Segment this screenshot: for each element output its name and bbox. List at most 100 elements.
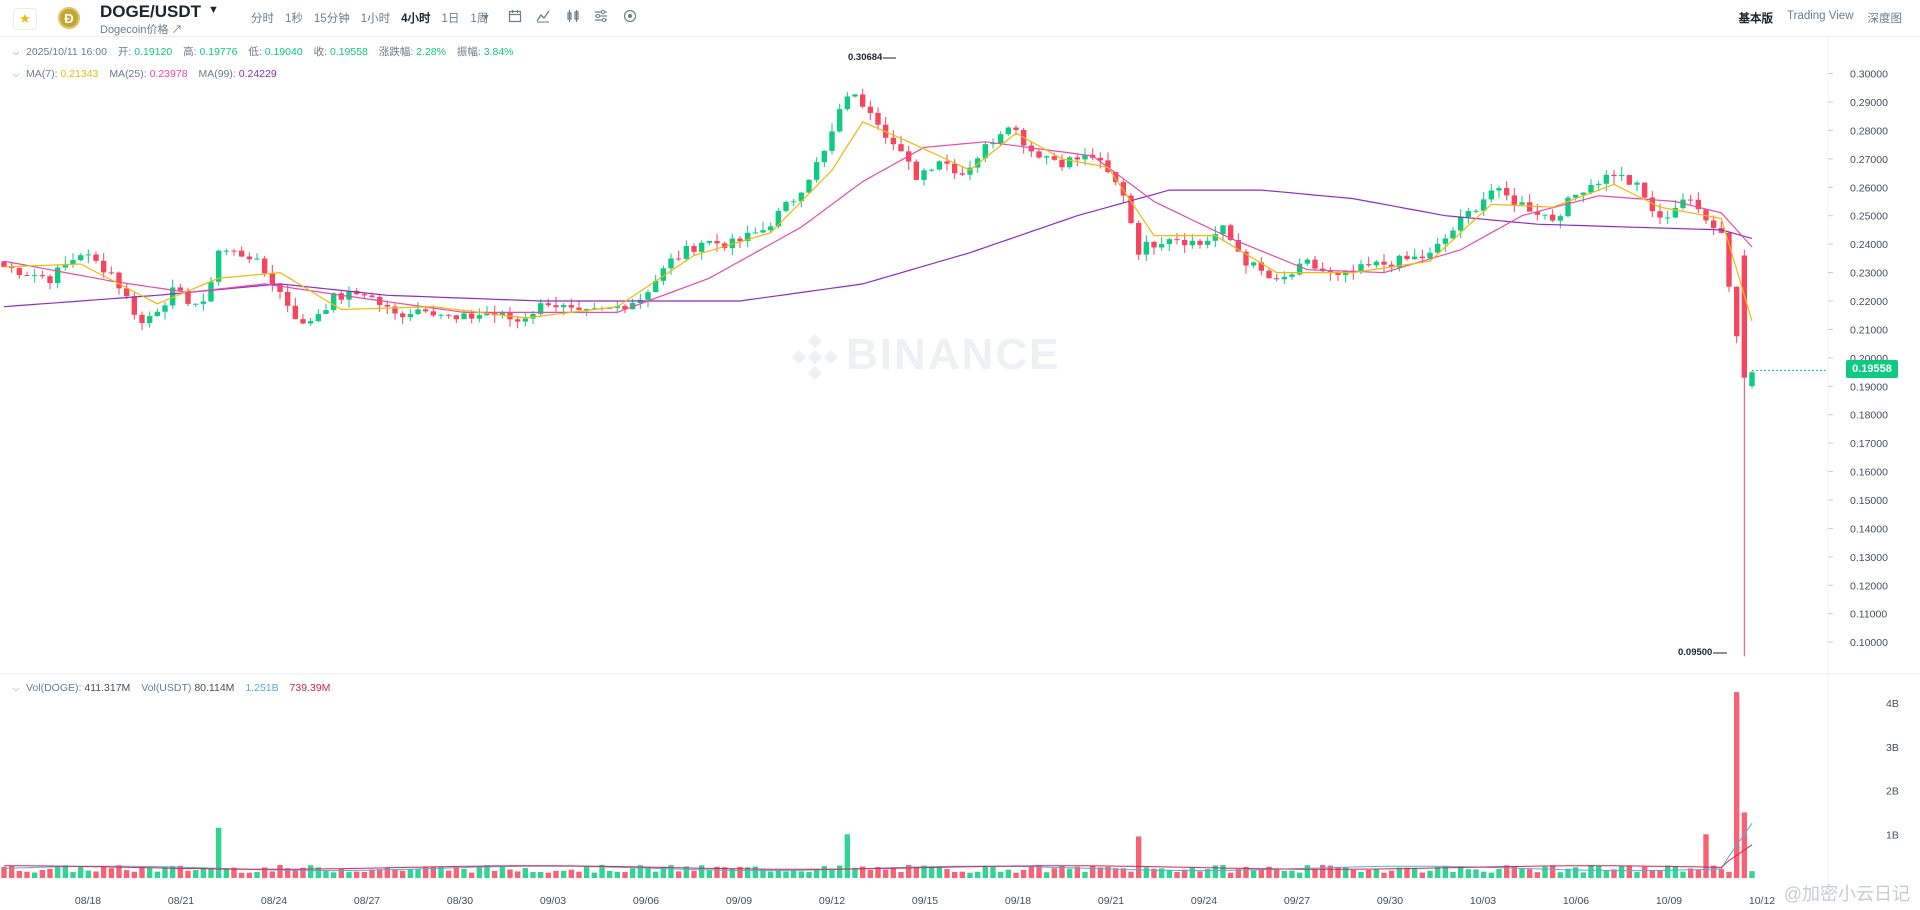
vol-ma1-value: 1.251B bbox=[245, 682, 279, 694]
volume-bar bbox=[1404, 867, 1410, 878]
price-tick-label: 0.22000 bbox=[1850, 296, 1888, 308]
favorite-star-icon[interactable]: ★ bbox=[13, 8, 37, 30]
volume-bar bbox=[399, 870, 406, 878]
interval-tab-active[interactable]: 4小时 bbox=[401, 13, 431, 25]
volume-bar bbox=[1557, 872, 1564, 878]
volume-bar bbox=[691, 870, 697, 878]
volume-bar bbox=[514, 871, 521, 878]
candle-body bbox=[1519, 202, 1525, 205]
volume-bar bbox=[1105, 866, 1111, 878]
volume-bar bbox=[422, 866, 429, 878]
collapse-caret-icon[interactable]: ⌵ bbox=[13, 70, 20, 79]
candle-body bbox=[660, 268, 667, 281]
interval-tab[interactable]: 分时 bbox=[251, 13, 274, 25]
volume-bar bbox=[806, 872, 812, 878]
candle-body bbox=[1726, 232, 1732, 287]
volume-bar bbox=[530, 872, 536, 878]
candle-body bbox=[1657, 211, 1663, 218]
candle-body bbox=[77, 255, 84, 261]
time-tick-label: 09/18 bbox=[1005, 895, 1031, 907]
time-tick-label: 10/06 bbox=[1563, 895, 1589, 907]
tab-depth[interactable]: 深度图 bbox=[1867, 13, 1903, 25]
tab-tradingview[interactable]: Trading View bbox=[1787, 10, 1854, 22]
candle-body bbox=[1243, 251, 1249, 266]
candle-body bbox=[806, 179, 812, 193]
volume-bar bbox=[1434, 866, 1441, 878]
candle-body bbox=[1174, 239, 1180, 241]
volume-bar bbox=[461, 868, 467, 878]
watermark-text: BINANCE bbox=[846, 330, 1061, 379]
interval-tab[interactable]: 15分钟 bbox=[313, 13, 350, 25]
candle-body bbox=[1235, 240, 1242, 252]
calendar-icon[interactable] bbox=[507, 9, 523, 25]
chevron-down-icon[interactable]: ▼ bbox=[481, 12, 491, 22]
collapse-caret-icon[interactable]: ⌵ bbox=[13, 684, 20, 693]
interval-tab[interactable]: 1秒 bbox=[285, 13, 303, 25]
candle-body bbox=[530, 313, 536, 319]
candle-body bbox=[1135, 222, 1142, 255]
candle-type-icon[interactable] bbox=[565, 9, 581, 25]
volume-bar bbox=[1204, 869, 1211, 878]
volume-bar bbox=[1258, 868, 1265, 878]
volume-bar bbox=[499, 865, 506, 878]
volume-bar bbox=[1281, 870, 1288, 878]
ma25-value: 0.23978 bbox=[149, 68, 188, 80]
coin-price-link[interactable]: Dogecoin价格 ↗ bbox=[100, 24, 183, 36]
interval-tab[interactable]: 1日 bbox=[441, 13, 460, 25]
candle-body bbox=[1465, 211, 1472, 218]
volume-bar bbox=[683, 866, 690, 878]
candle-body bbox=[522, 318, 529, 322]
volume-bar bbox=[1342, 867, 1349, 878]
candle-body bbox=[1710, 220, 1717, 229]
volume-bar bbox=[1243, 866, 1249, 878]
volume-bar bbox=[645, 867, 651, 878]
close-label: 收: bbox=[313, 46, 328, 58]
volume-bar bbox=[591, 872, 598, 878]
volume-ma1-line bbox=[3, 823, 1753, 872]
candle-body bbox=[721, 243, 728, 249]
candle-body bbox=[714, 241, 720, 244]
candle-body bbox=[622, 306, 628, 310]
candlestick-chart[interactable]: 0.30000 0.29000 0.28000 0.27000 0.26000 0.250… bbox=[0, 37, 1920, 910]
settings-sliders-icon[interactable] bbox=[593, 9, 609, 25]
pair-dropdown-caret-icon[interactable]: ▼ bbox=[208, 4, 219, 16]
target-icon[interactable] bbox=[622, 9, 638, 25]
interval-tab[interactable]: 1小时 bbox=[360, 13, 391, 25]
candle-body bbox=[1434, 243, 1441, 253]
volume-bar bbox=[553, 870, 559, 878]
tab-basic[interactable]: 基本版 bbox=[1738, 13, 1774, 25]
indicator-icon[interactable] bbox=[535, 9, 551, 25]
volume-bar bbox=[1641, 866, 1648, 878]
candle-body bbox=[8, 266, 15, 269]
candle-body bbox=[461, 313, 467, 320]
candle-body bbox=[1588, 184, 1594, 193]
volume-bar bbox=[583, 865, 590, 878]
pair-title[interactable]: DOGE/USDT bbox=[100, 2, 202, 21]
candle-body bbox=[1572, 194, 1579, 198]
volume-bar bbox=[407, 869, 414, 878]
volume-bar bbox=[307, 865, 314, 878]
candle-body bbox=[1296, 263, 1303, 275]
candle-body bbox=[62, 264, 69, 268]
volume-bar bbox=[1013, 872, 1019, 878]
volume-bar bbox=[1618, 866, 1625, 878]
volume-bar bbox=[1235, 869, 1242, 878]
volume-bar bbox=[1657, 870, 1663, 878]
volume-bar bbox=[1273, 868, 1280, 878]
volume-bar bbox=[1664, 865, 1671, 878]
current-price-tag: 0.19558 bbox=[1846, 360, 1898, 378]
volume-bar bbox=[269, 871, 276, 878]
collapse-caret-icon[interactable]: ⌵ bbox=[13, 48, 20, 57]
volume-bar bbox=[1373, 868, 1380, 878]
interval-tab[interactable]: 1周 bbox=[470, 13, 489, 25]
candle-body bbox=[1335, 272, 1341, 275]
volume-bar bbox=[491, 870, 498, 878]
low-marker-label: 0.09500 bbox=[1678, 647, 1713, 658]
volume-bar bbox=[1473, 869, 1479, 878]
candle-body bbox=[1181, 239, 1188, 246]
candle-body bbox=[951, 163, 958, 174]
volume-bar bbox=[315, 867, 322, 878]
candle-body bbox=[1457, 217, 1464, 231]
candle-body bbox=[1051, 156, 1058, 160]
volume-bar bbox=[1220, 865, 1226, 878]
